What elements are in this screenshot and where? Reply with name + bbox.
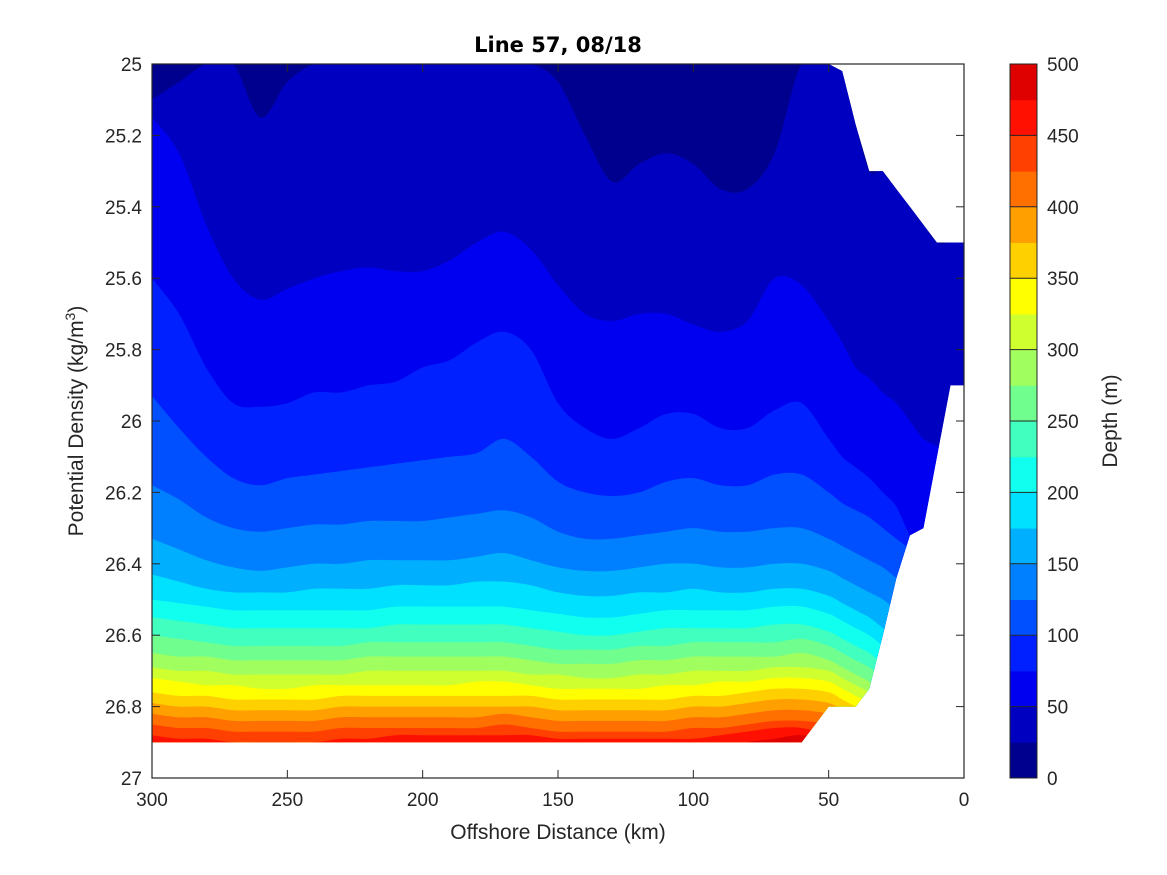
y-tick-label: 25.6 xyxy=(105,269,142,290)
colorbar-segment xyxy=(1010,64,1037,101)
y-tick-label: 27 xyxy=(121,769,142,790)
y-tick-label: 26.4 xyxy=(105,555,142,576)
colorbar-tick-label: 450 xyxy=(1047,126,1079,147)
colorbar-segment xyxy=(1010,242,1037,279)
colorbar-segment xyxy=(1010,563,1037,600)
colorbar-segment xyxy=(1010,421,1037,458)
colorbar-tick-label: 150 xyxy=(1047,555,1079,576)
contour-fill-group xyxy=(152,64,964,743)
colorbar-segment xyxy=(1010,99,1037,136)
colorbar-segment xyxy=(1010,706,1037,743)
colorbar-segment xyxy=(1010,456,1037,493)
y-tick-label: 26.8 xyxy=(105,698,142,719)
colorbar-segment xyxy=(1010,528,1037,565)
colorbar-segment xyxy=(1010,385,1037,422)
colorbar-tick-label: 400 xyxy=(1047,198,1079,219)
x-tick-label: 50 xyxy=(818,790,839,811)
x-tick-label: 100 xyxy=(677,790,709,811)
x-axis-ticks: 300 250 200 150 100 50 0 xyxy=(136,64,969,811)
y-axis-label-end: ) xyxy=(65,306,88,313)
colorbar-tick-label: 500 xyxy=(1047,55,1079,76)
x-tick-label: 150 xyxy=(542,790,574,811)
y-axis-label-main: Potential Density (kg/m xyxy=(65,320,88,536)
x-tick-label: 250 xyxy=(271,790,303,811)
colorbar-segment xyxy=(1010,492,1037,529)
colorbar-tick-label: 0 xyxy=(1047,769,1058,790)
y-tick-label: 26 xyxy=(121,412,142,433)
colorbar-segment xyxy=(1010,742,1037,779)
x-tick-label: 0 xyxy=(959,790,970,811)
colorbar-segment xyxy=(1010,635,1037,672)
y-axis-label-superscript: 3 xyxy=(62,312,78,320)
colorbar-label: Depth (m) xyxy=(1099,374,1122,467)
y-tick-label: 25 xyxy=(121,55,142,76)
colorbar-tick-label: 250 xyxy=(1047,412,1079,433)
y-tick-label: 25.8 xyxy=(105,341,142,362)
colorbar-tick-label: 350 xyxy=(1047,269,1079,290)
colorbar-tick-label: 50 xyxy=(1047,698,1068,719)
colorbar-segment xyxy=(1010,349,1037,386)
colorbar-tick-label: 100 xyxy=(1047,626,1079,647)
x-axis-label: Offshore Distance (km) xyxy=(450,821,666,844)
colorbar-segment xyxy=(1010,278,1037,315)
colorbar-segment xyxy=(1010,206,1037,243)
chart-title: Line 57, 08/18 xyxy=(474,33,642,57)
colorbar xyxy=(1009,63,1038,779)
x-tick-label: 200 xyxy=(407,790,439,811)
contour-band-450 xyxy=(152,727,964,743)
y-tick-label: 25.4 xyxy=(105,198,142,219)
colorbar-tick-label: 200 xyxy=(1047,483,1079,504)
contour-bands xyxy=(152,64,964,743)
colorbar-tick-label: 300 xyxy=(1047,341,1079,362)
colorbar-segment xyxy=(1010,313,1037,351)
y-axis-label: Potential Density (kg/m3) xyxy=(62,306,88,537)
x-tick-label: 300 xyxy=(136,790,168,811)
y-axis-ticks: 25 25.2 25.4 25.6 25.8 26 26.2 26.4 26.6 26.8 27 xyxy=(105,55,964,790)
colorbar-segment xyxy=(1010,599,1037,636)
y-tick-label: 25.2 xyxy=(105,126,142,147)
colorbar-ticks: 0 50 100 150 200 250 300 350 400 450 500 xyxy=(1010,55,1079,790)
y-tick-label: 26.6 xyxy=(105,626,142,647)
colorbar-segment xyxy=(1010,135,1037,172)
colorbar-segment xyxy=(1010,670,1037,708)
colorbar-segment xyxy=(1010,171,1037,208)
y-tick-label: 26.2 xyxy=(105,483,142,504)
